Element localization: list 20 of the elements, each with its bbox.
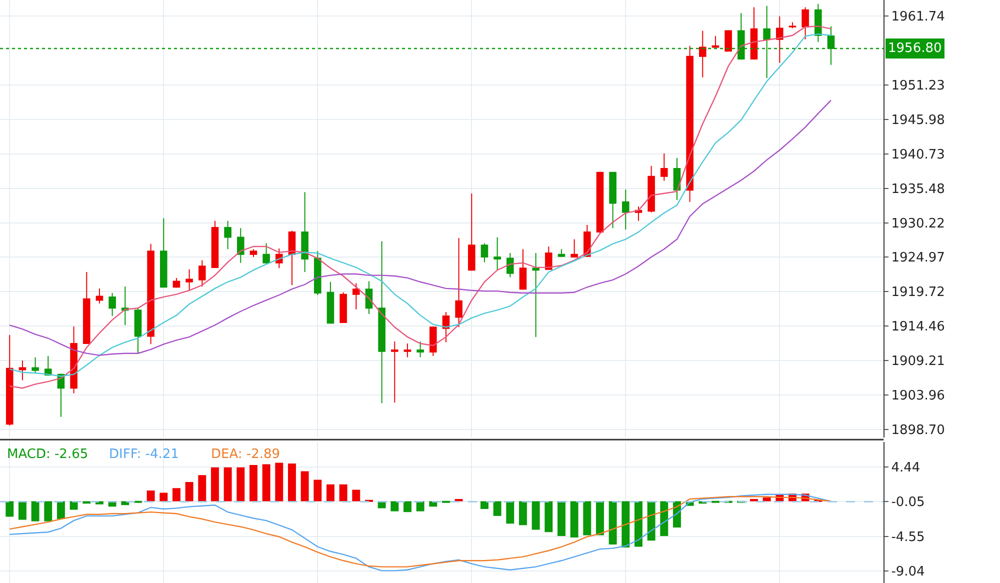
y-tick-label: -0.05 — [891, 495, 925, 510]
y-tick-label: 1945.98 — [891, 112, 945, 128]
ref-line-label: 1956.80 — [888, 41, 942, 56]
y-tick-label: 1909.21 — [891, 354, 945, 370]
y-tick-label: 1898.70 — [891, 422, 945, 438]
y-tick-label: -9.04 — [891, 564, 925, 580]
y-tick-label: 1961.74 — [891, 10, 945, 25]
text: MACD: -2.65 — [7, 447, 88, 462]
y-tick-label: 1903.96 — [891, 388, 945, 404]
y-tick-label: 1951.23 — [891, 78, 945, 94]
y-tick-label: 1919.72 — [891, 285, 945, 300]
text: DEA: -2.89 — [211, 447, 280, 462]
y-tick-label: 1930.22 — [891, 216, 945, 232]
y-tick-label: 4.44 — [891, 460, 920, 476]
y-tick-label: -4.55 — [891, 530, 925, 545]
y-tick-label: 1940.73 — [891, 147, 945, 162]
y-tick-label: 1935.48 — [891, 182, 945, 197]
text: DIFF: -4.21 — [109, 447, 179, 462]
y-tick-label: 1924.97 — [891, 250, 945, 266]
y-tick-label: 1914.46 — [891, 320, 945, 335]
